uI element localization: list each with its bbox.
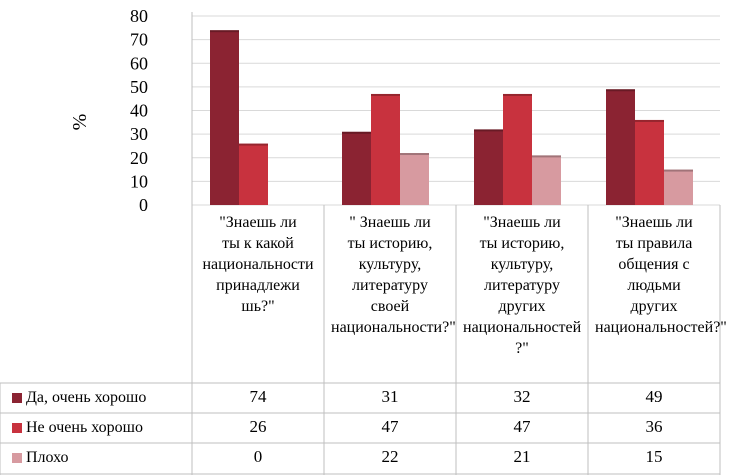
table-value-cell: 31 <box>381 387 399 406</box>
data-table-grid <box>0 205 721 475</box>
bar <box>606 89 635 205</box>
table-value-cell: 22 <box>381 447 399 466</box>
table-value-cell: 32 <box>513 387 531 406</box>
bar-top-shade <box>239 143 268 146</box>
bar <box>210 30 239 205</box>
bar-top-shade <box>606 89 635 92</box>
legend-row: Да, очень хорошо <box>12 386 146 410</box>
legend-label: Плохо <box>26 449 69 466</box>
bar <box>664 169 693 205</box>
table-value-cell: 36 <box>645 417 663 436</box>
table-value-cell: 26 <box>249 417 267 436</box>
legend-swatch <box>12 423 22 433</box>
bars <box>210 30 693 205</box>
bar <box>239 143 268 205</box>
table-value-cell: 47 <box>513 417 531 436</box>
bar-top-shade <box>474 129 503 132</box>
bar <box>635 119 664 205</box>
legend-label: Да, очень хорошо <box>26 389 147 406</box>
bar-top-shade <box>210 30 239 33</box>
table-value-cell: 49 <box>645 387 663 406</box>
bar-top-shade <box>371 93 400 96</box>
legend-row: Плохо <box>12 446 69 470</box>
table-value-cell: 0 <box>253 447 263 466</box>
y-tick-label: 60 <box>130 53 148 73</box>
bar <box>371 93 400 205</box>
y-tick-label: 0 <box>139 195 148 215</box>
y-tick-label: 40 <box>130 101 148 121</box>
bar-top-shade <box>532 155 561 158</box>
bar-top-shade <box>635 119 664 122</box>
category-label: " Знаешь ли ты историю, культуру, литера… <box>331 214 456 336</box>
legend-label: Не очень хорошо <box>26 419 143 436</box>
table-value-cell: 21 <box>513 447 531 466</box>
y-tick-label: 70 <box>130 30 148 50</box>
bar <box>503 93 532 205</box>
category-label: "Знаешь ли ты к какой национальноcти при… <box>202 214 314 315</box>
bar <box>342 131 371 205</box>
bar-top-shade <box>503 93 532 96</box>
y-tick-label: 20 <box>130 148 148 168</box>
bar-top-shade <box>342 131 371 134</box>
category-label: "Знаешь ли ты правила общения с людьми д… <box>595 214 727 336</box>
y-tick-label: 30 <box>130 124 148 144</box>
legend-swatch <box>12 393 22 403</box>
category-label: "Знаешь ли ты историю, культуру, литерат… <box>463 214 582 357</box>
table-value-cell: 74 <box>249 387 267 406</box>
bar <box>532 155 561 205</box>
y-tick-label: 80 <box>130 6 148 26</box>
legend-swatch <box>12 453 22 463</box>
bar-top-shade <box>400 153 429 156</box>
legend-row: Не очень хорошо <box>12 416 143 440</box>
table-value-cell: 47 <box>381 417 399 436</box>
y-tick-label: 50 <box>130 77 148 97</box>
bar <box>400 153 429 205</box>
y-tick-label: 10 <box>130 171 148 191</box>
bar <box>474 129 503 205</box>
bar-top-shade <box>664 169 693 172</box>
y-axis-label: % <box>69 114 91 131</box>
y-axis-ticks: 0 10 20 30 40 50 60 70 80 <box>130 6 148 215</box>
table-value-cell: 15 <box>645 447 663 466</box>
